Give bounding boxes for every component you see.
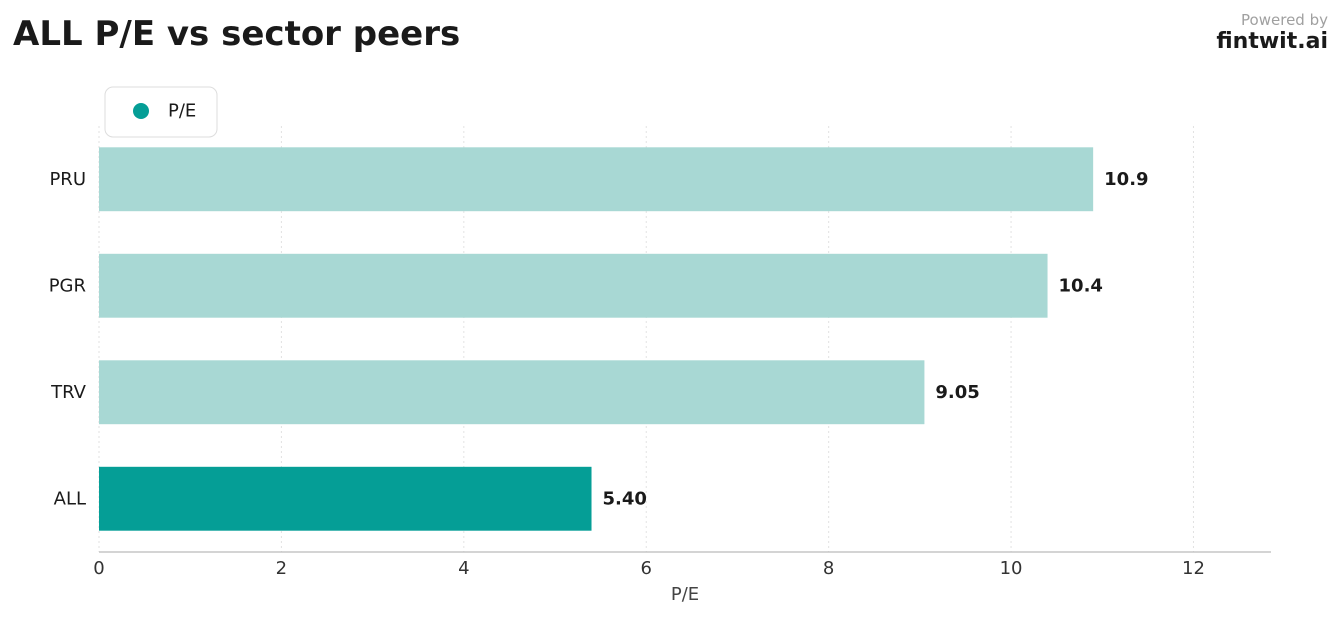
bar-all (99, 466, 592, 531)
bars: PRU 10.9 PGR 10.4 TRV 9.05 ALL 5.40 (49, 147, 1149, 531)
page-title: ALL P/E vs sector peers (13, 14, 461, 54)
x-tick-label: 10 (1000, 558, 1023, 579)
x-tick-label: 8 (823, 558, 834, 579)
bar-pru (99, 147, 1094, 212)
legend: P/E (104, 86, 218, 138)
value-label: 9.05 (935, 382, 979, 403)
x-axis: 0 2 4 6 8 10 12 P/E (93, 551, 1271, 605)
legend-box (104, 86, 218, 138)
value-label: 5.40 (603, 488, 647, 509)
x-tick-label: 2 (276, 558, 287, 579)
powered-by-label: Powered by (1241, 11, 1328, 29)
category-label: PGR (49, 275, 86, 296)
brand-name: fintwit.ai (1216, 29, 1328, 54)
category-label: TRV (50, 382, 87, 403)
brand-block: Powered by fintwit.ai (1216, 11, 1328, 55)
x-axis-title: P/E (671, 584, 699, 605)
bar-trv (99, 360, 925, 425)
x-tick-label: 0 (93, 558, 104, 579)
x-tick-label: 12 (1182, 558, 1205, 579)
x-tick-label: 6 (641, 558, 652, 579)
legend-label: P/E (168, 101, 196, 122)
bar-pgr (99, 253, 1048, 318)
value-label: 10.4 (1059, 275, 1103, 296)
value-label: 10.9 (1104, 169, 1148, 190)
x-tick-label: 4 (458, 558, 469, 579)
category-label: ALL (54, 488, 86, 509)
legend-marker (133, 103, 149, 119)
category-label: PRU (49, 169, 86, 190)
